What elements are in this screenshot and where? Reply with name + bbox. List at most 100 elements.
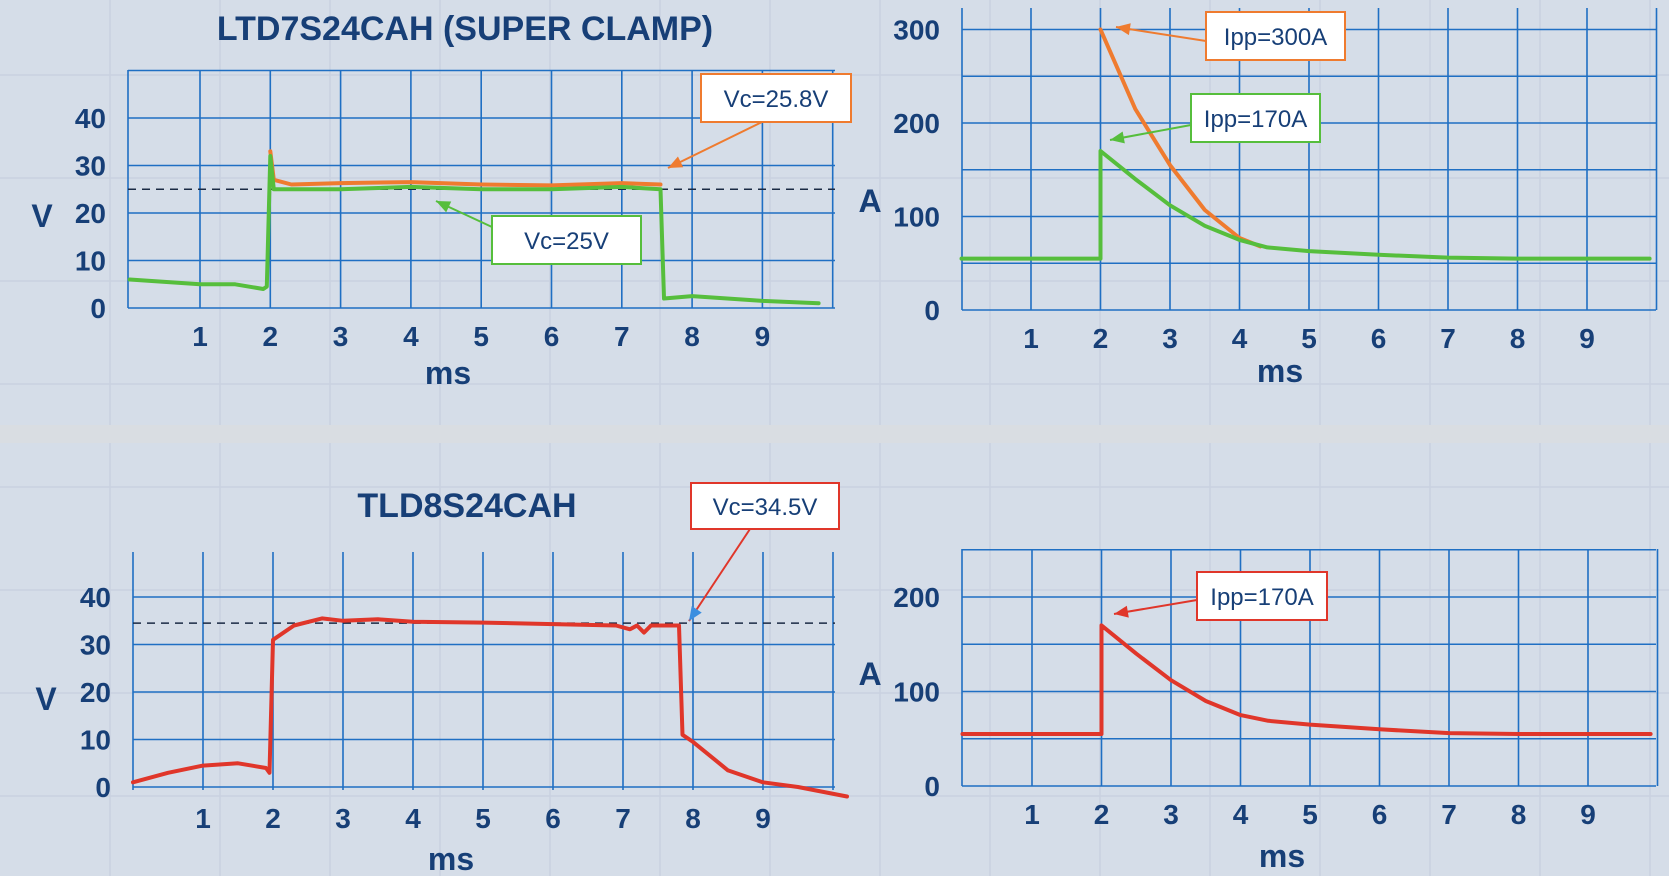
x-tick-label: 5	[475, 803, 491, 834]
annotation-box	[1190, 93, 1321, 143]
annotation-label: Ipp=170A	[1210, 584, 1313, 611]
x-tick-label: 5	[1302, 799, 1318, 830]
x-tick-label: 5	[473, 321, 489, 352]
x-tick-label: 4	[403, 321, 419, 352]
y-tick-label: 100	[893, 677, 940, 708]
y-tick-label: 300	[893, 15, 940, 46]
y-tick-label: 20	[80, 677, 111, 708]
x-tick-label: 9	[755, 803, 771, 834]
annotation-label: Ipp=170A	[1204, 106, 1307, 133]
x-tick-label: 6	[1372, 799, 1388, 830]
x-tick-label: 4	[405, 803, 421, 834]
x-tick-label: 1	[195, 803, 211, 834]
y-tick-label: 0	[924, 295, 940, 326]
x-tick-label: 4	[1232, 323, 1248, 354]
annotation-arrowhead	[668, 156, 684, 168]
annotation-callout: Vc=25V	[435, 200, 642, 265]
x-tick-label: 6	[1371, 323, 1387, 354]
chart-panel-1: 0 10 20 30 40 1 2 3 4 5 6 7 8 9 Vms LTD7S24CAH (SUPER C…	[31, 10, 852, 391]
annotation-callout: Vc=25.8V	[667, 73, 852, 169]
y-tick-label: 30	[80, 630, 111, 661]
annotation-arrowhead	[1110, 131, 1125, 144]
x-tick-label: 2	[263, 321, 279, 352]
x-tick-label: 9	[1579, 323, 1595, 354]
panel-separator	[0, 425, 1669, 443]
annotation-callout: Ipp=300A	[1115, 11, 1346, 61]
x-tick-label: 8	[1511, 799, 1527, 830]
annotation-arrow	[1113, 599, 1198, 615]
x-tick-label: 7	[1440, 323, 1456, 354]
series-line	[127, 154, 821, 306]
x-tick-label: 7	[614, 321, 630, 352]
chart-panel-4: 0 100 200 1 2 3 4 5 6 7 8 9 Ams Ipp=170A	[858, 548, 1659, 874]
series-line	[268, 149, 663, 188]
y-axis-label: A	[858, 656, 881, 692]
annotation-label: Vc=25V	[524, 228, 609, 255]
annotation-arrow	[667, 121, 763, 169]
annotation-box	[690, 482, 840, 530]
annotation-box	[700, 73, 852, 123]
y-tick-label: 40	[75, 103, 106, 134]
x-tick-label: 2	[1093, 323, 1109, 354]
x-tick-label: 9	[755, 321, 771, 352]
annotation-callout: Vc=34.5V	[688, 482, 840, 622]
annotation-callout: Ipp=170A	[1109, 93, 1321, 144]
y-tick-label: 200	[893, 582, 940, 613]
annotation-arrow	[1115, 26, 1207, 42]
y-tick-label: 40	[80, 582, 111, 613]
x-tick-label: 3	[333, 321, 349, 352]
y-axis-label: V	[35, 681, 57, 717]
x-tick-label: 9	[1580, 799, 1596, 830]
x-tick-label: 1	[192, 321, 208, 352]
x-axis-label: ms	[1259, 838, 1305, 874]
x-tick-label: 6	[545, 803, 561, 834]
chart-title: LTD7S24CAH (SUPER CLAMP)	[217, 10, 713, 48]
y-axis-label: A	[858, 183, 881, 219]
y-tick-label: 20	[75, 198, 106, 229]
annotation-box	[1196, 571, 1328, 621]
y-tick-label: 0	[924, 771, 940, 802]
annotation-box	[1205, 11, 1346, 61]
y-axis-label: V	[31, 198, 53, 234]
y-tick-label: 30	[75, 151, 106, 182]
chart-title: TLD8S24CAH	[357, 487, 576, 525]
x-tick-label: 2	[265, 803, 281, 834]
x-tick-label: 3	[1162, 323, 1178, 354]
annotation-box	[491, 215, 642, 265]
annotation-arrow	[688, 528, 751, 622]
chart-panel-2: 0 100 200 300 1 2 3 4 5 6 7 8 9 Ams Ipp=300A Ipp=170A	[858, 8, 1658, 389]
chart-panel-3: 0 10 20 30 40 1 2 3 4 5 6 7 8 9 Vms TLD8S24CAH Vc=34.5V	[35, 482, 849, 876]
x-tick-label: 4	[1233, 799, 1249, 830]
x-tick-label: 3	[335, 803, 351, 834]
x-tick-label: 2	[1094, 799, 1110, 830]
annotation-label: Ipp=300A	[1224, 24, 1327, 51]
x-tick-label: 8	[684, 321, 700, 352]
series-line	[131, 616, 849, 799]
x-tick-label: 8	[1510, 323, 1526, 354]
annotation-arrowhead	[1116, 23, 1131, 36]
x-axis-label: ms	[428, 841, 474, 876]
annotation-arrowhead	[436, 201, 452, 213]
x-tick-label: 7	[1441, 799, 1457, 830]
y-tick-label: 10	[80, 725, 111, 756]
x-axis-label: ms	[425, 355, 471, 391]
y-tick-label: 0	[95, 772, 111, 803]
y-tick-label: 0	[90, 293, 106, 324]
series-line	[960, 623, 1653, 736]
x-tick-label: 3	[1163, 799, 1179, 830]
y-tick-label: 10	[75, 246, 106, 277]
annotation-callout: Ipp=170A	[1113, 571, 1328, 621]
annotation-label: Vc=34.5V	[713, 494, 818, 521]
y-tick-label: 200	[893, 108, 940, 139]
annotation-label: Vc=25.8V	[724, 86, 829, 113]
annotation-arrowhead	[689, 606, 702, 621]
series-line	[959, 149, 1652, 261]
annotation-arrowhead	[1114, 605, 1129, 618]
x-tick-label: 6	[544, 321, 560, 352]
x-tick-label: 1	[1023, 323, 1039, 354]
x-tick-label: 7	[615, 803, 631, 834]
x-axis-label: ms	[1257, 353, 1303, 389]
y-tick-label: 100	[893, 202, 940, 233]
